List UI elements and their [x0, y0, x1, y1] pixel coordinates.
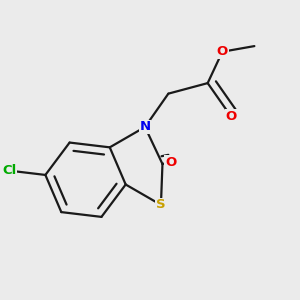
Text: O: O	[225, 110, 237, 123]
Text: O: O	[217, 45, 228, 58]
Text: S: S	[156, 198, 166, 212]
Text: N: N	[140, 121, 151, 134]
Text: O: O	[165, 156, 176, 169]
Text: Cl: Cl	[2, 164, 16, 177]
